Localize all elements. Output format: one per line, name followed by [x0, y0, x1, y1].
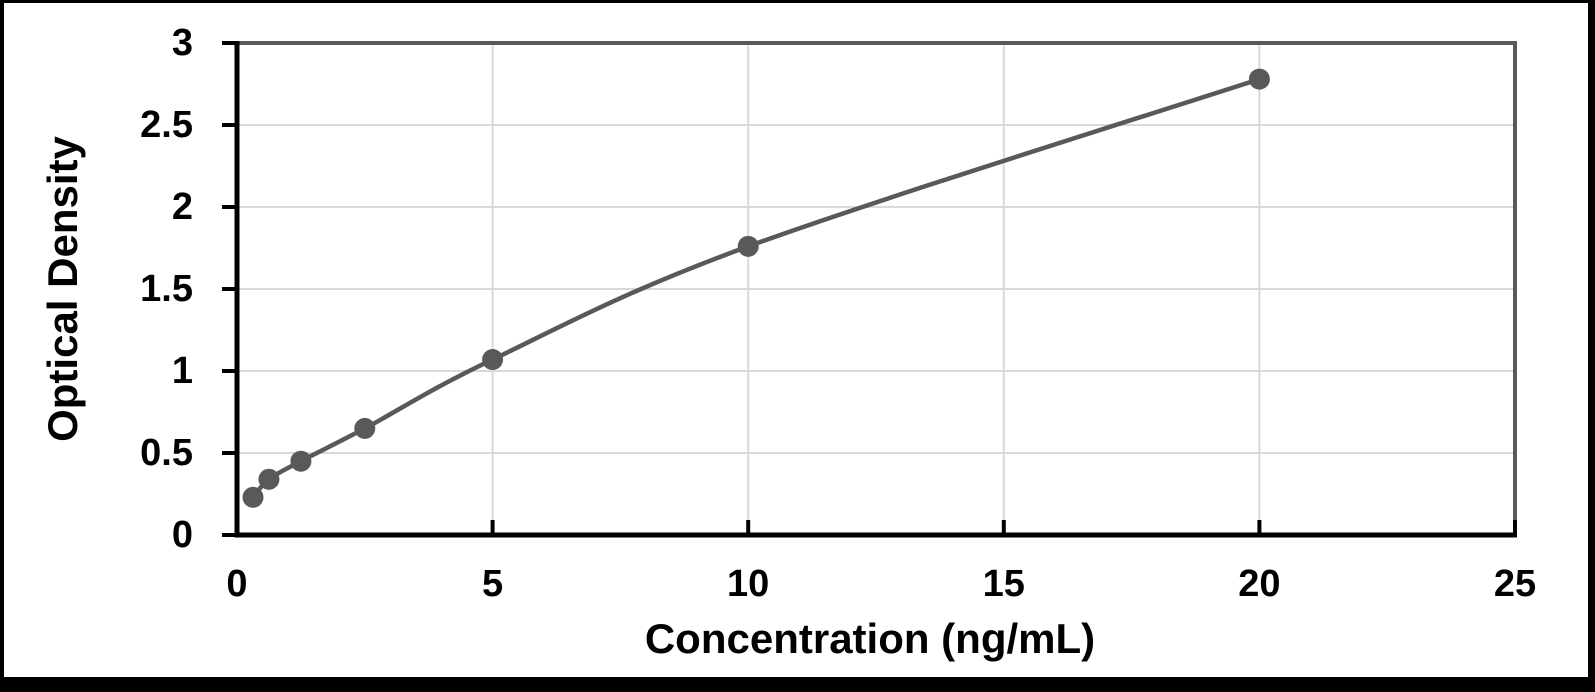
y-tick-label: 3	[171, 22, 193, 64]
data-point-marker	[258, 468, 280, 490]
chart-plot-area	[222, 41, 1517, 538]
data-point-marker	[482, 349, 504, 371]
y-tick-label: 0	[171, 514, 193, 556]
x-tick-label: 10	[727, 563, 770, 605]
x-tick-label: 20	[1238, 563, 1281, 605]
x-tick-label: 5	[482, 563, 504, 605]
y-tick-label: 2	[171, 186, 193, 228]
data-point-marker	[242, 486, 264, 508]
data-point-marker	[354, 417, 376, 439]
y-tick-label: 0.5	[140, 432, 193, 474]
x-tick-label: 0	[226, 563, 248, 605]
data-point-marker	[290, 450, 312, 472]
x-axis-title: Concentration (ng/mL)	[644, 615, 1096, 662]
x-tick-label: 15	[982, 563, 1025, 605]
data-point-marker	[737, 235, 759, 257]
y-tick-label: 2.5	[140, 104, 193, 146]
data-point-marker	[1248, 68, 1270, 90]
y-tick-label: 1	[171, 350, 193, 392]
x-tick-label: 25	[1493, 563, 1537, 605]
y-tick-label: 1.5	[140, 268, 193, 310]
